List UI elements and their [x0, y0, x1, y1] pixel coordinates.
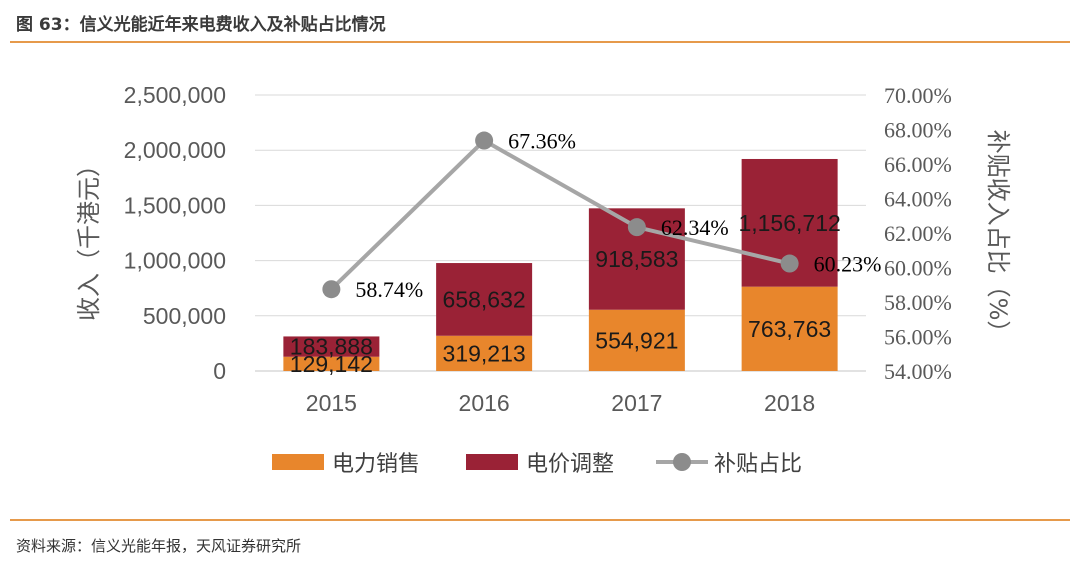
y-tick-right: 62.00% — [884, 221, 952, 246]
source-divider — [10, 519, 1070, 521]
data-label-subsidy-ratio: 60.23% — [814, 252, 882, 277]
subsidy-ratio-point — [475, 131, 494, 150]
y-tick-left: 1,000,000 — [124, 248, 226, 274]
stacked-bar-line-chart: 0 500,000 1,000,000 1,500,000 2,000,000 2,500… — [75, 82, 1012, 477]
y-axis-title-left: 收入（千港元） — [75, 153, 103, 321]
data-label-tariff-adjustment: 918,583 — [595, 246, 678, 272]
y-tick-right: 68.00% — [884, 118, 952, 143]
y-tick-right: 60.00% — [884, 256, 952, 281]
subsidy-ratio-point — [322, 280, 341, 299]
x-tick-label: 2016 — [459, 390, 510, 416]
data-label-tariff-adjustment: 183,888 — [290, 334, 373, 360]
data-label-electricity-sales: 554,921 — [595, 327, 678, 353]
data-label-electricity-sales: 763,763 — [748, 316, 831, 342]
y-tick-left: 500,000 — [143, 303, 226, 329]
data-label-electricity-sales: 319,213 — [443, 340, 526, 366]
data-label-tariff-adjustment: 1,156,712 — [738, 210, 840, 236]
data-label-electricity-sales: 129,142 — [290, 351, 373, 377]
y-tick-right: 64.00% — [884, 187, 952, 212]
bar-tariff-adjustment — [283, 336, 380, 357]
y-tick-right: 66.00% — [884, 152, 952, 177]
figure-title: 图 63：信义光能近年来电费收入及补贴占比情况 — [16, 15, 386, 35]
x-tick-label: 2017 — [611, 390, 662, 416]
legend-label: 电价调整 — [526, 452, 614, 477]
legend-label: 补贴占比 — [714, 452, 802, 477]
bar-electricity-sales — [436, 335, 533, 371]
x-tick-label: 2015 — [306, 390, 357, 416]
bar-electricity-sales — [588, 309, 685, 371]
legend-swatch-electricity-sales — [272, 454, 324, 470]
data-label-subsidy-ratio: 67.36% — [508, 129, 576, 154]
y-tick-left: 2,000,000 — [124, 137, 226, 163]
bar-tariff-adjustment — [436, 263, 533, 336]
y-axis-title-right: 补贴收入占比（%） — [984, 130, 1012, 345]
data-label-subsidy-ratio: 62.34% — [661, 215, 729, 240]
bar-electricity-sales — [283, 356, 380, 371]
y-tick-right: 70.00% — [884, 83, 952, 108]
data-label-subsidy-ratio: 58.74% — [355, 277, 423, 302]
y-tick-right: 58.00% — [884, 290, 952, 315]
y-tick-left: 2,500,000 — [124, 82, 226, 108]
bar-electricity-sales — [741, 286, 838, 371]
legend-marker-subsidy-ratio — [673, 453, 691, 471]
data-label-tariff-adjustment: 658,632 — [443, 286, 526, 312]
legend-swatch-tariff-adjustment — [466, 454, 518, 470]
source-note: 资料来源：信义光能年报，天风证券研究所 — [16, 537, 302, 555]
legend-label: 电力销售 — [332, 452, 420, 477]
y-tick-left: 1,500,000 — [124, 192, 226, 218]
y-tick-right: 56.00% — [884, 325, 952, 350]
x-tick-label: 2018 — [764, 390, 815, 416]
subsidy-ratio-line — [329, 138, 791, 291]
title-divider — [10, 41, 1070, 43]
y-tick-right: 54.00% — [884, 359, 952, 384]
subsidy-ratio-point — [627, 218, 646, 237]
subsidy-ratio-point — [780, 254, 799, 273]
y-tick-left: 0 — [213, 358, 226, 384]
